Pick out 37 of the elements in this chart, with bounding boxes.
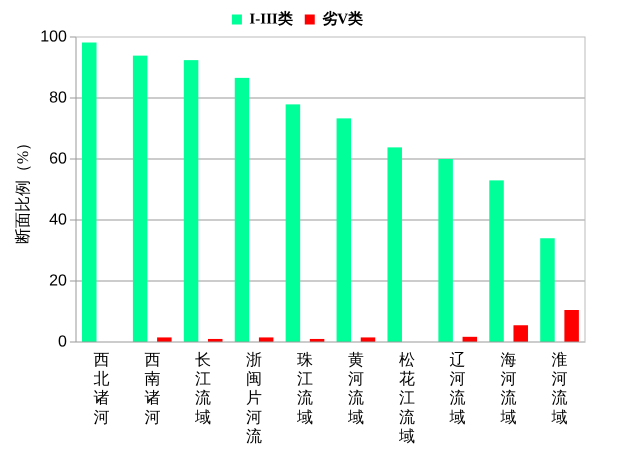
- x-tick-label: 辽河流域: [448, 350, 466, 426]
- y-tick-label: 60: [49, 150, 67, 168]
- bar: [387, 147, 402, 342]
- x-tick-label: 淮河流域: [550, 350, 568, 426]
- y-tick-label: 80: [49, 89, 67, 106]
- bar: [82, 42, 97, 342]
- bar: [234, 78, 250, 342]
- bar: [540, 238, 555, 342]
- legend-label: 劣V类: [321, 10, 364, 28]
- x-tick-label: 长江流域: [194, 350, 212, 426]
- bar: [286, 104, 300, 342]
- bar: [489, 180, 504, 342]
- bar: [258, 337, 274, 342]
- bar: [564, 310, 579, 342]
- x-tick-label: 西北诸河: [93, 352, 110, 426]
- y-tick-label: 0: [58, 333, 67, 350]
- bar: [360, 337, 376, 342]
- y-tick-label: 100: [40, 28, 67, 46]
- bar: [513, 325, 528, 342]
- x-tick-label: 海河流域: [500, 352, 517, 426]
- bar: [336, 118, 352, 342]
- y-tick-label: 40: [49, 211, 67, 228]
- bar: [208, 338, 223, 342]
- x-tick-label: 黄河流域: [346, 350, 364, 426]
- x-tick-label: 浙闽片河流: [246, 350, 262, 446]
- bar: [438, 159, 453, 342]
- bar: [184, 60, 198, 342]
- bar: [132, 56, 148, 342]
- bar: [310, 338, 324, 342]
- bar: [157, 337, 172, 342]
- y-tick-label: 20: [49, 272, 67, 290]
- legend-label: I-III类: [249, 10, 293, 28]
- x-tick-label: 松花江流域: [398, 350, 415, 446]
- x-tick-label: 珠江流域: [296, 350, 313, 426]
- bar: [462, 336, 478, 342]
- y-axis-title: 断面比例（%）: [14, 134, 32, 244]
- x-tick-label: 西南诸河: [144, 352, 160, 426]
